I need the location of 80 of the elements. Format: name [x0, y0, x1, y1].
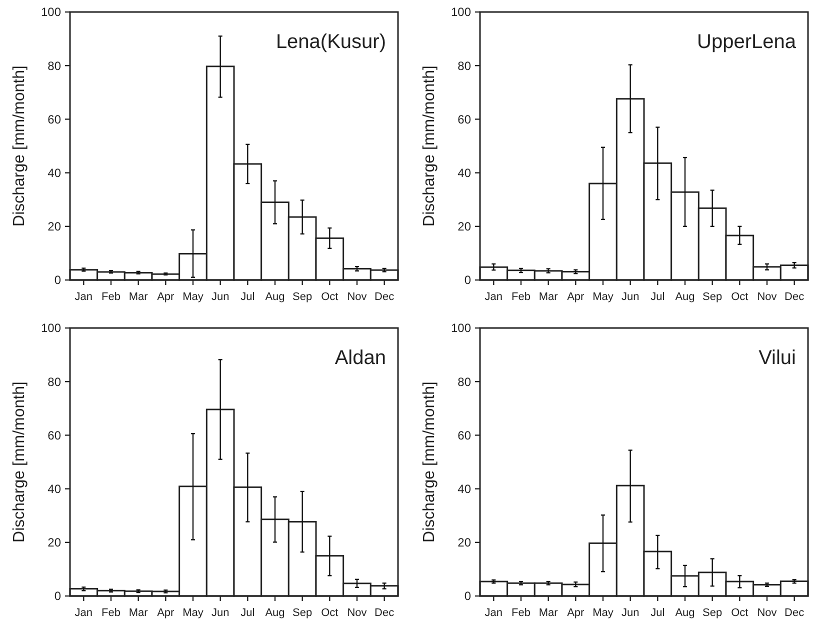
y-tick-label: 0 [464, 589, 472, 604]
y-tick-label: 40 [458, 166, 472, 180]
x-tick-label: Nov [757, 607, 778, 619]
x-tick-label: Mar [538, 291, 558, 303]
x-tick-label: Oct [321, 291, 338, 303]
x-tick-label: Nov [757, 291, 778, 303]
y-tick-label: 20 [458, 220, 472, 234]
x-tick-label: Nov [347, 291, 368, 303]
x-tick-label: Feb [512, 291, 530, 303]
x-tick-label: Oct [731, 607, 748, 619]
y-tick-label: 80 [458, 58, 472, 73]
x-tick-label: Jul [240, 291, 255, 303]
x-tick-label: Feb [102, 291, 120, 303]
x-tick-label: Sep [292, 607, 312, 619]
x-tick-label: Dec [784, 607, 805, 619]
x-tick-label: Nov [347, 607, 368, 619]
x-tick-label: Feb [512, 607, 530, 619]
y-axis-title: Discharge [mm/month] [11, 382, 28, 542]
y-tick-label: 100 [450, 5, 472, 20]
text: Lena(Kusur) [276, 31, 386, 53]
x-tick-label: Mar [538, 607, 558, 619]
y-tick-label: 100 [40, 5, 62, 20]
x-tick-label: Sep [702, 607, 722, 619]
x-tick-label: May [182, 291, 204, 303]
x-tick-label: Apr [567, 607, 585, 619]
y-tick-label: 60 [458, 428, 472, 442]
y-tick-label: 0 [54, 589, 62, 604]
y-tick-label: 20 [48, 220, 62, 234]
x-tick-label: Apr [567, 291, 585, 303]
x-tick-label: Jul [240, 607, 255, 619]
x-tick-label: Dec [784, 291, 805, 303]
x-tick-label: Jan [74, 291, 93, 303]
y-axis-title: Discharge [mm/month] [421, 66, 438, 226]
y-tick-label: 80 [48, 374, 62, 389]
y-tick-label: 100 [450, 321, 472, 336]
y-tick-label: 40 [458, 482, 472, 496]
x-tick-label: Jan [74, 607, 93, 619]
y-axis-title: Discharge [mm/month] [11, 66, 28, 226]
x-tick-label: Apr [157, 291, 175, 303]
x-tick-label: May [592, 291, 614, 303]
text: Aldan [334, 347, 386, 369]
x-tick-label: Jun [211, 291, 230, 303]
x-tick-label: May [182, 607, 204, 619]
x-tick-label: Sep [702, 291, 722, 303]
x-tick-label: Jan [484, 607, 503, 619]
x-tick-label: Jun [621, 607, 640, 619]
x-tick-label: Aug [265, 607, 285, 619]
y-tick-label: 40 [48, 482, 62, 496]
x-tick-label: Aug [675, 291, 695, 303]
y-axis-title: Discharge [mm/month] [421, 382, 438, 542]
x-tick-label: Jun [211, 607, 230, 619]
x-tick-label: Jul [650, 607, 665, 619]
y-tick-label: 60 [48, 428, 62, 442]
y-tick-label: 80 [48, 58, 62, 73]
x-tick-label: Mar [128, 291, 148, 303]
x-tick-label: Oct [731, 291, 748, 303]
text: UpperLena [697, 31, 797, 53]
y-tick-label: 0 [464, 273, 472, 288]
x-tick-label: Sep [292, 291, 312, 303]
x-tick-label: Dec [374, 291, 395, 303]
x-tick-label: Aug [265, 291, 285, 303]
x-tick-label: Oct [321, 607, 338, 619]
x-tick-label: Jun [621, 291, 640, 303]
y-tick-label: 60 [458, 112, 472, 126]
x-tick-label: May [592, 607, 614, 619]
x-tick-label: Dec [374, 607, 395, 619]
y-tick-label: 100 [40, 321, 62, 336]
y-tick-label: 20 [48, 536, 62, 550]
x-tick-label: Feb [102, 607, 120, 619]
x-tick-label: Jul [650, 291, 665, 303]
y-tick-label: 0 [54, 273, 62, 288]
y-tick-label: 40 [48, 166, 62, 180]
y-tick-label: 20 [458, 536, 472, 550]
x-tick-label: Jan [484, 291, 503, 303]
x-tick-label: Aug [675, 607, 695, 619]
x-tick-label: Mar [128, 607, 148, 619]
text: Vilui [758, 347, 796, 369]
y-tick-label: 60 [48, 112, 62, 126]
x-tick-label: Apr [157, 607, 175, 619]
y-tick-label: 80 [458, 374, 472, 389]
